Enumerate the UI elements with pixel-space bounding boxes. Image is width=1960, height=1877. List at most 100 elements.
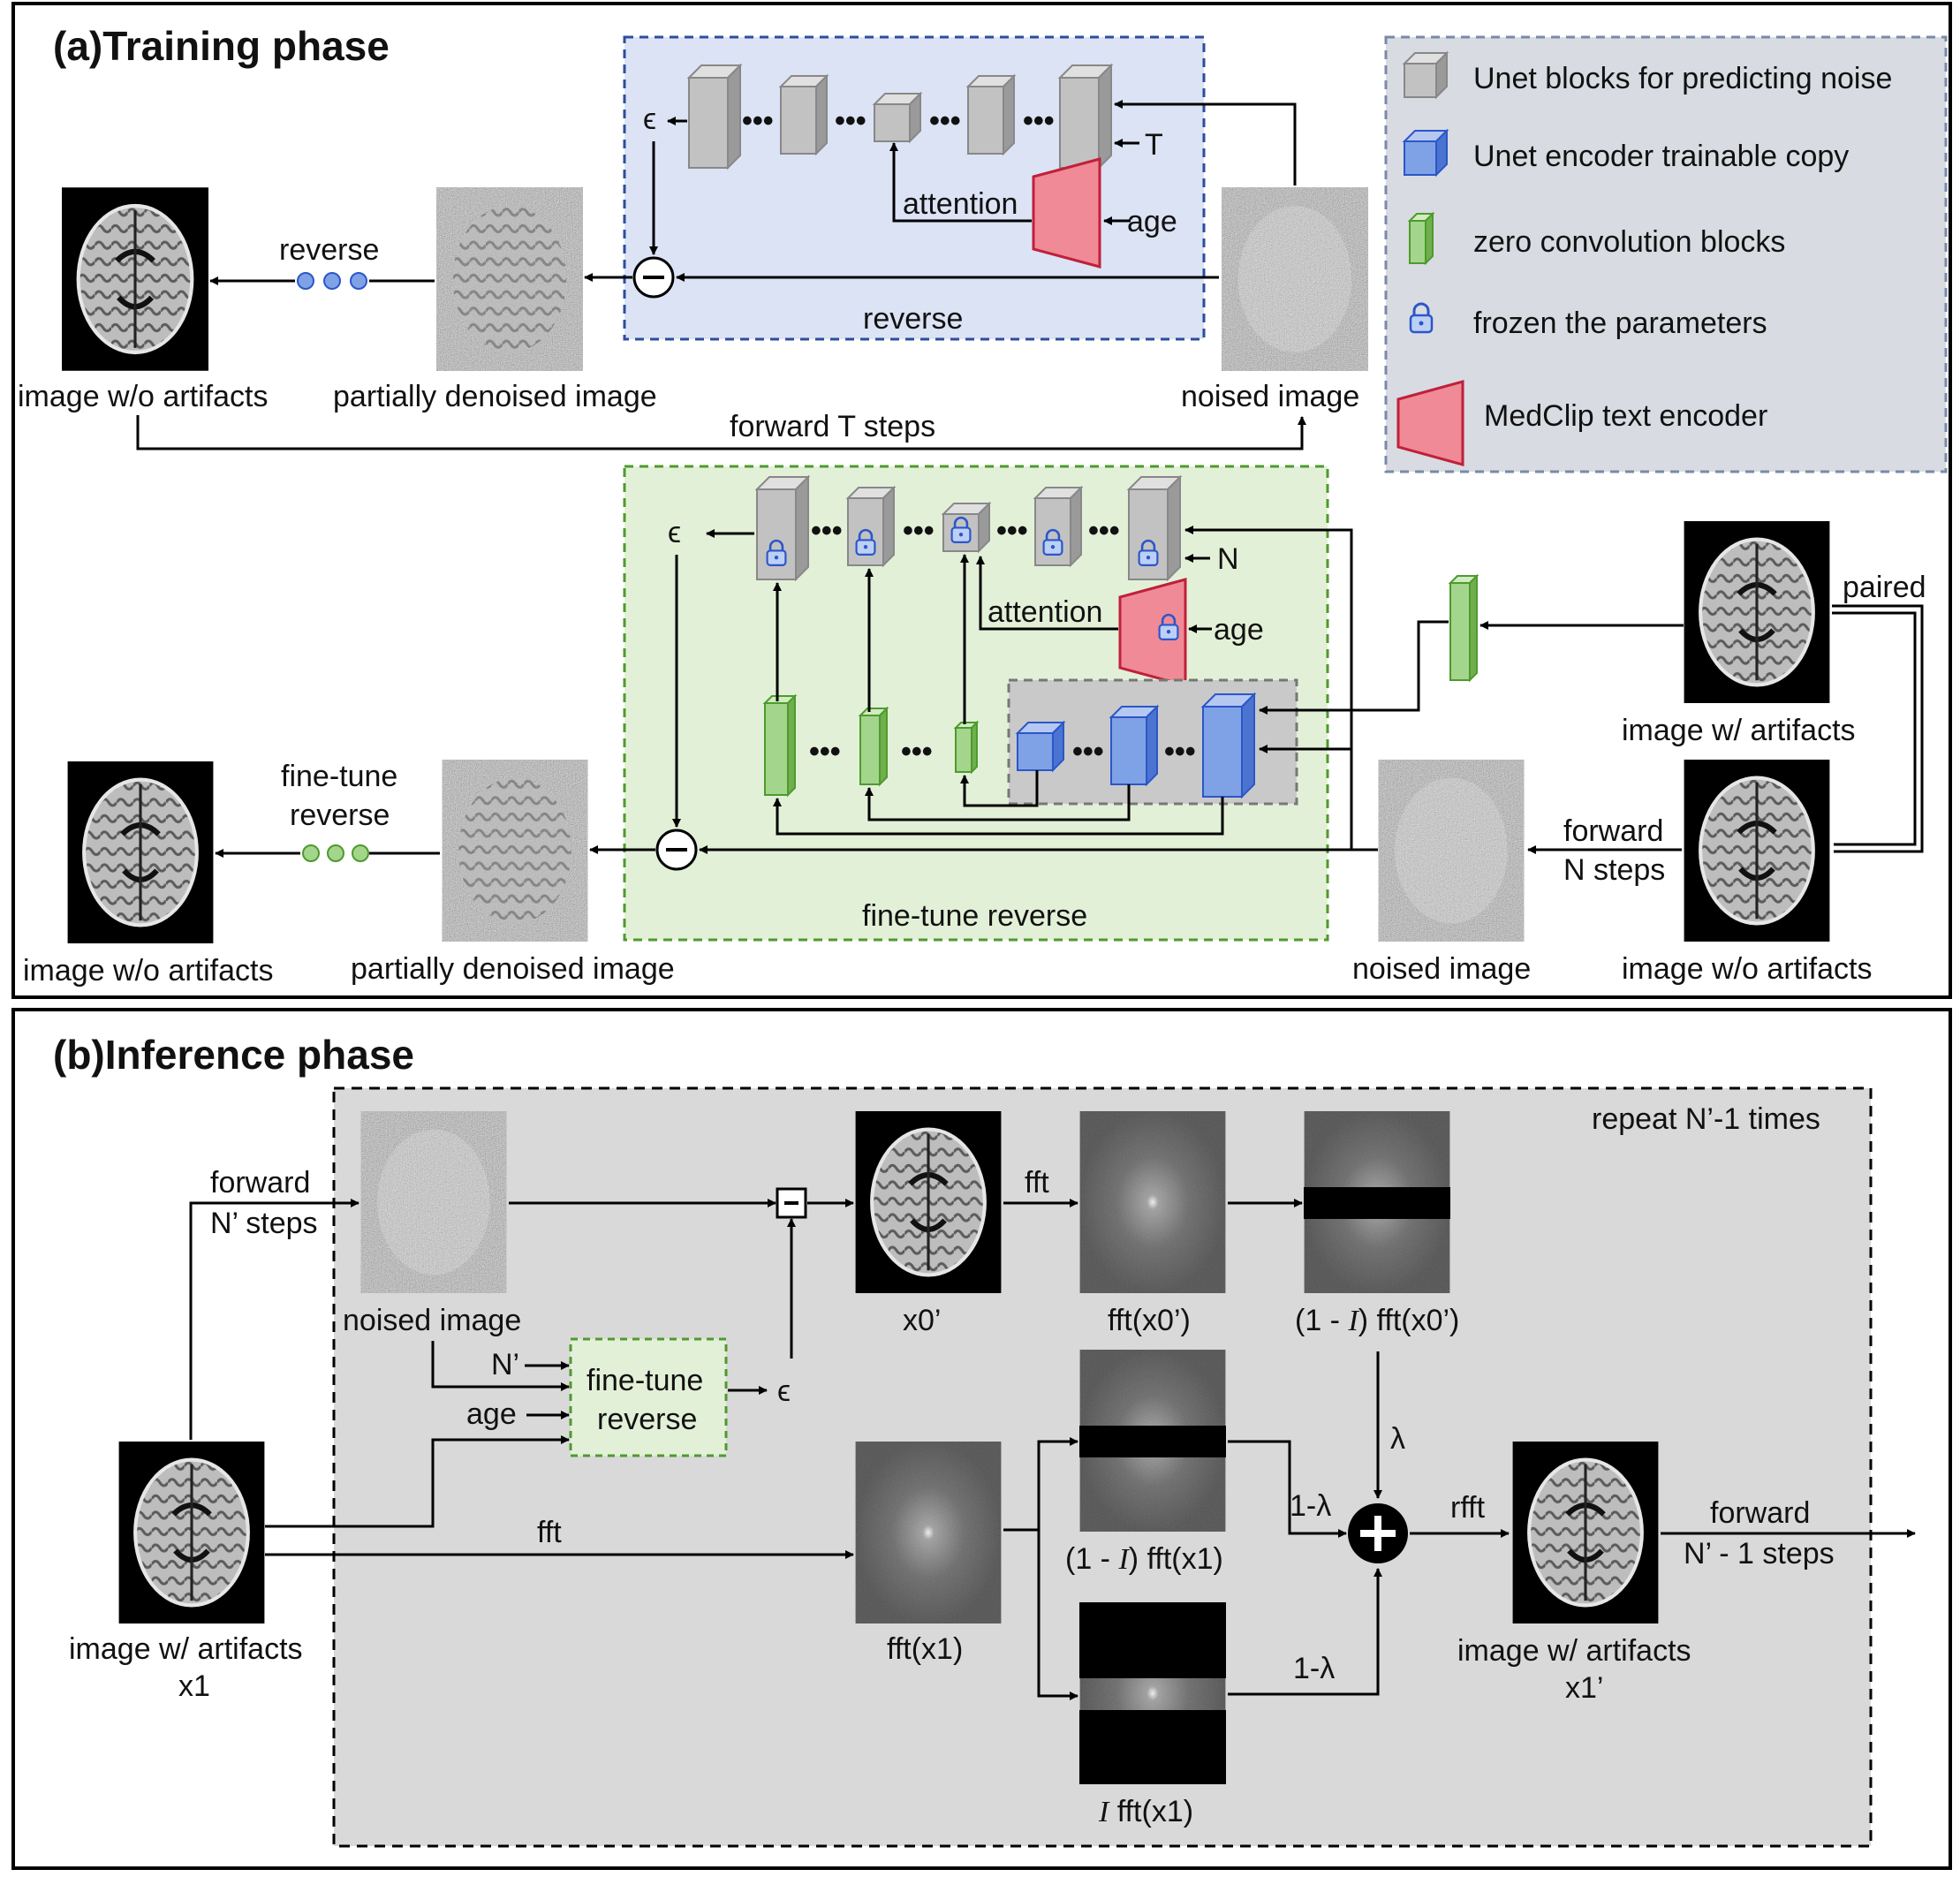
epsilon-label: ϵ bbox=[777, 1374, 791, 1408]
legend-label: MedClip text encoder bbox=[1484, 399, 1767, 433]
one-minus-lambda-label: 1-λ bbox=[1290, 1489, 1331, 1523]
finetune-label: fine-tune bbox=[586, 1364, 703, 1397]
partial-image bbox=[443, 760, 588, 942]
clean-image-right-label: image w/o artifacts bbox=[1622, 952, 1872, 986]
lambda-label: λ bbox=[1390, 1422, 1405, 1456]
gray-cube-icon bbox=[1402, 50, 1449, 100]
legend-label: frozen the parameters bbox=[1473, 307, 1767, 340]
dots: ••• bbox=[929, 104, 961, 138]
t-label: T bbox=[1145, 128, 1163, 162]
noised-image-label: noised image bbox=[1352, 952, 1531, 986]
step-dot bbox=[350, 272, 367, 290]
masked-fft-x1-image bbox=[1079, 1350, 1226, 1532]
epsilon-label: ϵ bbox=[668, 516, 681, 549]
dots: ••• bbox=[996, 514, 1028, 548]
panel-b-frame bbox=[11, 1008, 1952, 1870]
frozen-unet-block bbox=[754, 474, 811, 582]
unet-block bbox=[872, 91, 923, 144]
fft-label: fft bbox=[537, 1516, 562, 1549]
reverse-label: reverse bbox=[279, 233, 379, 267]
forward-n-label: forward bbox=[1563, 814, 1663, 848]
trainable-encoder-block bbox=[1200, 692, 1257, 799]
forward-label: forward bbox=[210, 1166, 310, 1200]
finetune-label: reverse bbox=[290, 798, 390, 832]
age-label: age bbox=[466, 1397, 517, 1431]
age-label: age bbox=[1214, 613, 1264, 647]
legend-label: Unet blocks for predicting noise bbox=[1473, 62, 1892, 95]
masked-fft-x0-image bbox=[1304, 1111, 1450, 1293]
fft-x1-label: fft(x1) bbox=[887, 1632, 963, 1666]
forward-t-label: forward T steps bbox=[730, 410, 935, 443]
zero-conv-block bbox=[762, 693, 798, 798]
input-image bbox=[119, 1442, 265, 1623]
artifact-image bbox=[1684, 521, 1830, 703]
finetune-label: reverse bbox=[597, 1403, 697, 1436]
artifact-image-label: image w/ artifacts bbox=[1622, 714, 1856, 747]
epsilon-label: ϵ bbox=[643, 102, 656, 136]
dots: ••• bbox=[1072, 735, 1104, 768]
attention-label: attention bbox=[903, 187, 1018, 221]
clean-image bbox=[68, 761, 214, 943]
forward-out-label: forward bbox=[1710, 1496, 1810, 1530]
pink-trapezoid-icon bbox=[1396, 380, 1464, 466]
masked-fft-x0-label: (1 - I) fft(x0’) bbox=[1295, 1304, 1459, 1337]
dots: ••• bbox=[742, 104, 774, 138]
unet-block bbox=[778, 73, 829, 156]
fft-x0-label: fft(x0’) bbox=[1108, 1304, 1191, 1337]
panel-a-frame bbox=[11, 2, 1952, 999]
dots: ••• bbox=[903, 514, 935, 548]
legend-label: zero convolution blocks bbox=[1473, 225, 1785, 259]
frozen-unet-block bbox=[1033, 485, 1084, 568]
zero-conv-block bbox=[858, 706, 889, 787]
masked-fft-x1-label: (1 - I) fft(x1) bbox=[1065, 1542, 1223, 1576]
legend-box bbox=[1384, 35, 1948, 473]
zero-conv-block bbox=[1448, 573, 1479, 683]
zero-conv-block bbox=[953, 720, 980, 775]
frozen-unet-block bbox=[845, 485, 897, 568]
dots: ••• bbox=[811, 514, 843, 548]
noised-image-label: noised image bbox=[1181, 380, 1359, 413]
dots: ••• bbox=[835, 104, 866, 138]
forward-n-label: N steps bbox=[1563, 853, 1665, 887]
unet-block bbox=[686, 63, 743, 170]
clean-image-right bbox=[1684, 760, 1830, 942]
trainable-encoder-block bbox=[1015, 720, 1066, 773]
unet-block bbox=[1057, 63, 1114, 170]
one-minus-lambda-label: 1-λ bbox=[1293, 1652, 1335, 1685]
rfft-label: rfft bbox=[1450, 1491, 1486, 1525]
blue-cube-icon bbox=[1402, 128, 1449, 178]
frozen-unet-block bbox=[941, 501, 992, 554]
legend-label: Unet encoder trainable copy bbox=[1473, 140, 1849, 173]
reverse-box-label: reverse bbox=[863, 302, 963, 336]
band-fft-x1-label: I fft(x1) bbox=[1098, 1795, 1193, 1828]
age-label: age bbox=[1127, 205, 1177, 238]
noised-image-label: noised image bbox=[343, 1304, 521, 1337]
noised-image bbox=[361, 1111, 507, 1293]
x0-label: x0’ bbox=[903, 1304, 941, 1337]
noised-image bbox=[1379, 760, 1525, 942]
finetune-label: fine-tune bbox=[281, 760, 397, 793]
output-image bbox=[1513, 1442, 1659, 1623]
dots: ••• bbox=[1088, 514, 1120, 548]
paired-label: paired bbox=[1843, 571, 1926, 604]
fft-x0-image bbox=[1080, 1111, 1226, 1293]
finetune-reverse-module bbox=[569, 1337, 728, 1457]
input-image-label: image w/ artifacts bbox=[69, 1632, 303, 1666]
trainable-encoder-block bbox=[1109, 704, 1160, 787]
x0-image bbox=[856, 1111, 1002, 1293]
step-dot bbox=[352, 844, 369, 862]
finetune-box-label: fine-tune reverse bbox=[862, 899, 1087, 933]
forward-label: N’ steps bbox=[210, 1207, 318, 1240]
partial-image-label: partially denoised image bbox=[351, 952, 675, 986]
clean-image bbox=[62, 187, 208, 371]
step-dot bbox=[323, 272, 341, 290]
dots: ••• bbox=[901, 735, 933, 768]
clean-image-label: image w/o artifacts bbox=[23, 954, 273, 988]
attention-label: attention bbox=[988, 595, 1102, 629]
n-label: N bbox=[1217, 542, 1239, 576]
noised-image bbox=[1222, 187, 1368, 371]
n-prime-label: N’ bbox=[491, 1348, 519, 1381]
subtract-node bbox=[776, 1187, 807, 1219]
dots: ••• bbox=[1023, 104, 1055, 138]
